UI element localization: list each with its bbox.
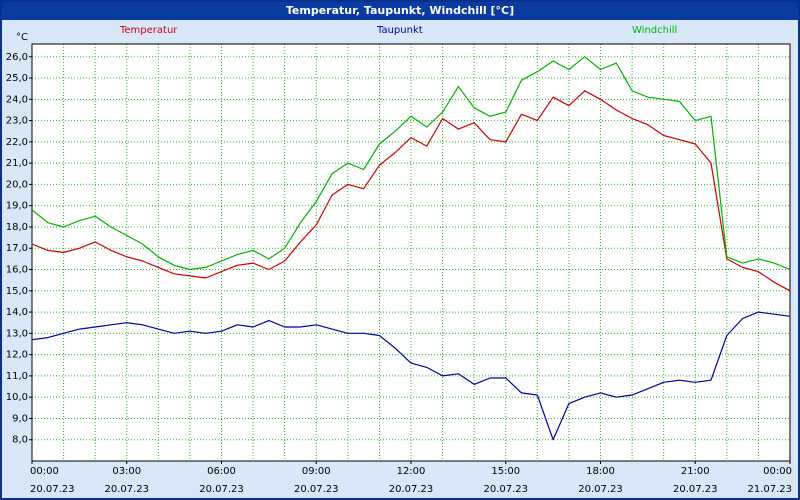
x-tick-date-label: 20.07.23 <box>483 484 528 495</box>
y-tick-label: 26,0 <box>6 52 28 63</box>
y-tick-label: 8,0 <box>12 435 28 446</box>
y-tick-label: 24,0 <box>6 94 28 105</box>
y-tick-label: 19,0 <box>6 201 28 212</box>
y-tick-label: 22,0 <box>6 137 28 148</box>
y-tick-label: 20,0 <box>6 179 28 190</box>
series-line-taupunkt <box>31 311 791 441</box>
y-axis-unit-label: °C <box>16 32 28 43</box>
x-tick-date-label: 20.07.23 <box>30 484 75 495</box>
x-tick-time-label: 12:00 <box>397 466 426 477</box>
x-tick-date-label: 20.07.23 <box>104 484 149 495</box>
y-tick-label: 9,0 <box>12 413 28 424</box>
y-tick-label: 15,0 <box>6 286 28 297</box>
x-tick-date-label: 20.07.23 <box>673 484 718 495</box>
y-tick-label: 25,0 <box>6 73 28 84</box>
x-tick-time-label: 03:00 <box>112 466 141 477</box>
legend-windchill: Windchill <box>632 25 677 36</box>
x-tick-time-label: 18:00 <box>586 466 615 477</box>
series-line-windchill <box>31 56 791 271</box>
x-tick-date-label: 20.07.23 <box>199 484 244 495</box>
x-tick-date-label: 20.07.23 <box>389 484 434 495</box>
y-tick-label: 23,0 <box>6 116 28 127</box>
x-tick-time-label: 21:00 <box>681 466 710 477</box>
series-line-temperatur <box>31 90 791 292</box>
y-tick-label: 13,0 <box>6 328 28 339</box>
x-tick-time-label: 00:00 <box>763 466 792 477</box>
legend-temperatur: Temperatur <box>119 25 178 36</box>
x-tick-time-label: 06:00 <box>207 466 236 477</box>
chart-canvas: 8,0 9,0 10,0 11,0 12,0 13,0 14,0 15,0 16,0 17,0 18… <box>6 25 792 495</box>
y-tick-label: 16,0 <box>6 265 28 276</box>
y-tick-label: 17,0 <box>6 243 28 254</box>
x-tick-time-label: 15:00 <box>491 466 520 477</box>
y-tick-label: 11,0 <box>6 371 28 382</box>
y-tick-label: 18,0 <box>6 222 28 233</box>
y-tick-label: 14,0 <box>6 307 28 318</box>
y-tick-label: 21,0 <box>6 158 28 169</box>
chart-title-bar: Temperatur, Taupunkt, Windchill [°C] <box>2 2 798 20</box>
y-tick-label: 10,0 <box>6 392 28 403</box>
legend-taupunkt: Taupunkt <box>376 25 423 36</box>
x-tick-date-label: 20.07.23 <box>294 484 339 495</box>
y-tick-label: 12,0 <box>6 350 28 361</box>
x-tick-time-label: 09:00 <box>302 466 331 477</box>
x-tick-time-label: 00:00 <box>30 466 59 477</box>
x-tick-date-label: 20.07.23 <box>578 484 623 495</box>
x-tick-date-label: 21.07.23 <box>747 484 792 495</box>
